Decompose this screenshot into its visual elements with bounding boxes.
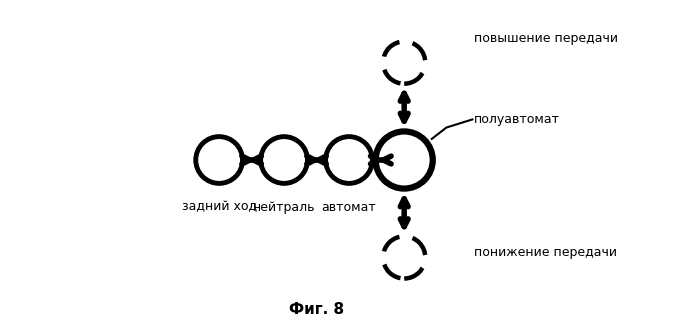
- Text: Фиг. 8: Фиг. 8: [289, 302, 344, 317]
- Circle shape: [260, 137, 307, 183]
- Text: автомат: автомат: [322, 200, 376, 213]
- Text: понижение передачи: понижение передачи: [474, 246, 617, 259]
- Text: полуавтомат: полуавтомат: [474, 113, 560, 126]
- Circle shape: [326, 137, 372, 183]
- Text: нейтраль: нейтраль: [253, 200, 315, 213]
- Text: задний ход: задний ход: [181, 200, 257, 213]
- Text: повышение передачи: повышение передачи: [474, 32, 618, 45]
- Circle shape: [195, 137, 242, 183]
- Circle shape: [376, 132, 433, 188]
